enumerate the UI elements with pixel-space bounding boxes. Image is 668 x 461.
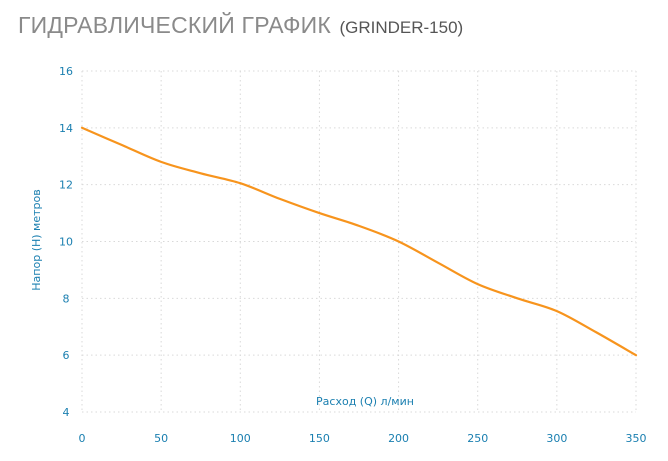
y-tick-label: 6 xyxy=(63,349,70,362)
x-tick-label: 100 xyxy=(230,432,251,445)
chart-title: ГИДРАВЛИЧЕСКИЙ ГРАФИК (GRINDER-150) xyxy=(18,12,463,39)
y-axis-label: Напор (H) метров xyxy=(30,189,43,290)
y-tick-label: 12 xyxy=(59,179,73,192)
x-tick-label: 0 xyxy=(79,432,86,445)
x-tick-label: 50 xyxy=(154,432,168,445)
grid-lines xyxy=(81,70,637,413)
series-line xyxy=(80,126,638,357)
chart-title-main: ГИДРАВЛИЧЕСКИЙ ГРАФИК xyxy=(18,12,331,38)
chart-title-model: (GRINDER-150) xyxy=(339,18,464,37)
x-tick-label: 350 xyxy=(626,432,647,445)
x-axis-label: Расход (Q) л/мин xyxy=(316,395,414,408)
x-tick-label: 150 xyxy=(309,432,330,445)
x-tick-labels: 0 50 100 150 200 250 300 350 xyxy=(79,432,647,445)
x-tick-label: 300 xyxy=(546,432,567,445)
y-tick-label: 16 xyxy=(59,65,73,78)
y-tick-label: 8 xyxy=(63,292,70,305)
x-tick-label: 200 xyxy=(388,432,409,445)
y-tick-label: 4 xyxy=(63,406,70,419)
x-tick-label: 250 xyxy=(467,432,488,445)
y-tick-labels: 4 6 8 10 12 14 16 xyxy=(59,65,73,419)
y-tick-label: 10 xyxy=(59,236,73,249)
y-tick-label: 14 xyxy=(59,122,73,135)
